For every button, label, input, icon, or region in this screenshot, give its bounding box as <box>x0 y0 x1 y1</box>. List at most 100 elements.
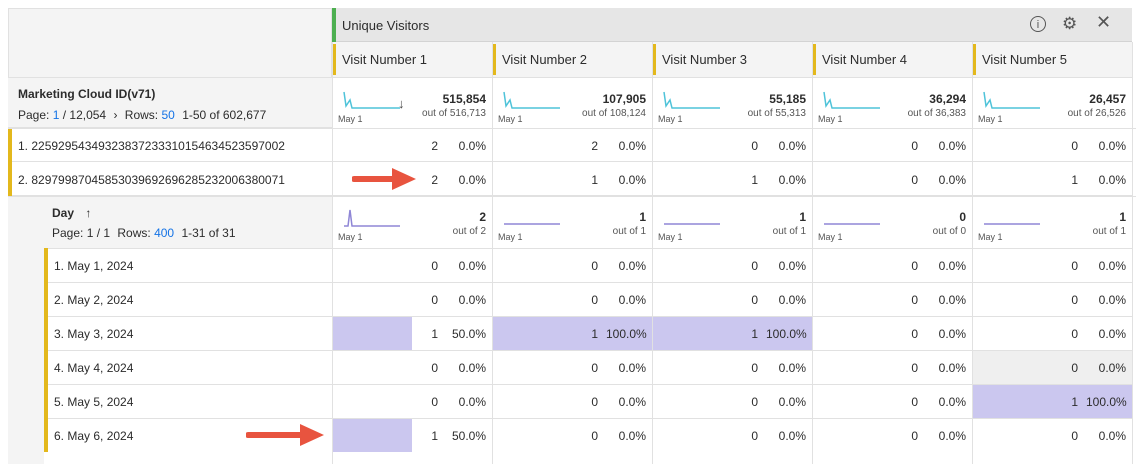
column-header[interactable]: Visit Number 1 <box>332 42 492 78</box>
column-header[interactable]: Visit Number 4 <box>812 42 972 78</box>
spark-date-label: May 1 <box>658 114 683 124</box>
cell-value: 0 <box>1071 429 1078 443</box>
table-row[interactable] <box>44 384 1132 418</box>
row-label[interactable]: 2. 8297998704585303969269628523200638007… <box>18 173 285 187</box>
day-rows-value[interactable]: 400 <box>154 226 175 240</box>
cell-value: 0 <box>911 293 918 307</box>
row-label[interactable]: 1. May 1, 2024 <box>54 259 134 273</box>
cell-value: 0 <box>911 173 918 187</box>
page-current[interactable]: 1 <box>52 108 60 122</box>
spark-date-label: May 1 <box>658 232 683 242</box>
cell-percent: 0.0% <box>778 395 806 409</box>
row-label[interactable]: 3. May 3, 2024 <box>54 327 134 341</box>
metric-total: May 1 515,854 out of 516,713 ↓ <box>332 82 492 124</box>
cell-percent: 0.0% <box>1098 429 1126 443</box>
metric-total: May 1 2 out of 2 <box>332 200 492 242</box>
table-row[interactable] <box>44 282 1132 316</box>
sort-down-icon[interactable]: ↓ <box>398 96 405 111</box>
cell-percent: 0.0% <box>458 361 486 375</box>
metric-total: May 1 1 out of 1 <box>652 200 812 242</box>
cell-percent: 0.0% <box>618 259 646 273</box>
cell-percent: 100.0% <box>766 327 807 341</box>
total-value: 2 <box>479 210 486 224</box>
sparkline <box>983 91 1040 109</box>
total-value: 26,457 <box>1089 92 1126 106</box>
table-row[interactable] <box>44 248 1132 282</box>
cell-value: 0 <box>911 395 918 409</box>
cell-value: 0 <box>911 139 918 153</box>
cell-percent: 0.0% <box>938 327 966 341</box>
spark-date-label: May 1 <box>978 232 1003 242</box>
total-value: 36,294 <box>929 92 966 106</box>
pagination: Page: 1 / 12,054 › Rows: 50 1-50 of 602,… <box>18 108 266 122</box>
column-divider <box>652 42 653 464</box>
chevron-right-icon[interactable]: › <box>113 108 118 122</box>
row-label[interactable]: 2. May 2, 2024 <box>54 293 134 307</box>
sort-up-icon[interactable]: ↑ <box>85 206 92 220</box>
value-highlight <box>492 317 652 350</box>
row-label[interactable]: 4. May 4, 2024 <box>54 361 134 375</box>
cell-percent: 0.0% <box>938 293 966 307</box>
column-header-label: Visit Number 1 <box>342 52 428 67</box>
cell-percent: 0.0% <box>938 361 966 375</box>
rows-value[interactable]: 50 <box>161 108 175 122</box>
metric-color-bar <box>332 8 336 42</box>
gear-icon[interactable]: ⚙ <box>1062 14 1078 33</box>
sparkline <box>984 223 1040 225</box>
table-row[interactable] <box>8 162 1132 196</box>
cell-value: 0 <box>431 259 438 273</box>
column-header[interactable]: Visit Number 3 <box>652 42 812 78</box>
cell-percent: 0.0% <box>778 259 806 273</box>
cell-percent: 0.0% <box>938 395 966 409</box>
table-row[interactable] <box>44 316 1132 350</box>
row-accent <box>44 316 48 350</box>
sparkline <box>824 223 880 225</box>
cell-percent: 50.0% <box>451 327 486 341</box>
cell-percent: 0.0% <box>778 429 806 443</box>
column-header-label: Visit Number 3 <box>662 52 748 67</box>
table-row[interactable] <box>44 418 1132 452</box>
total-out-of: out of 1 <box>772 226 806 237</box>
sparkline <box>343 91 400 109</box>
cell-value: 0 <box>751 139 758 153</box>
sparkline <box>504 223 560 225</box>
table-row[interactable] <box>44 350 1132 384</box>
cell-value: 0 <box>431 361 438 375</box>
sparkline <box>664 223 720 225</box>
table-row[interactable] <box>8 128 1132 162</box>
metric-panel-header: Unique Visitors i ⚙ ✕ <box>332 8 1132 42</box>
cell-percent: 0.0% <box>938 429 966 443</box>
cell-percent: 100.0% <box>1086 395 1127 409</box>
cell-value: 1 <box>591 173 598 187</box>
cell-percent: 0.0% <box>618 361 646 375</box>
annotation-arrow <box>246 424 324 446</box>
column-divider <box>812 42 813 464</box>
column-color-bar <box>972 44 976 75</box>
cell-value: 1 <box>751 173 758 187</box>
cell-value: 0 <box>751 293 758 307</box>
row-label[interactable]: 5. May 5, 2024 <box>54 395 134 409</box>
column-header[interactable]: Visit Number 5 <box>972 42 1132 78</box>
total-out-of: out of 36,383 <box>907 108 966 119</box>
cell-percent: 0.0% <box>618 293 646 307</box>
annotation-arrow <box>352 168 416 190</box>
row-divider <box>8 196 1136 197</box>
cell-percent: 0.0% <box>458 173 486 187</box>
dimension-header: Marketing Cloud ID(v71) Page: 1 / 12,054… <box>8 78 332 128</box>
cell-shade <box>972 351 1132 384</box>
total-value: 55,185 <box>769 92 806 106</box>
cell-percent: 0.0% <box>938 259 966 273</box>
cell-value: 0 <box>751 361 758 375</box>
row-label[interactable]: 1. 225929543493238372333101546345235970​… <box>18 139 285 153</box>
close-icon[interactable]: ✕ <box>1096 12 1112 32</box>
cell-percent: 0.0% <box>458 293 486 307</box>
total-out-of: out of 1 <box>612 226 646 237</box>
cell-percent: 0.0% <box>618 395 646 409</box>
column-header[interactable]: Visit Number 2 <box>492 42 652 78</box>
info-icon[interactable]: i <box>1030 16 1046 32</box>
value-highlight <box>332 317 412 350</box>
row-label[interactable]: 6. May 6, 2024 <box>54 429 134 443</box>
spark-date-label: May 1 <box>338 232 363 242</box>
cell-value: 0 <box>591 259 598 273</box>
rows-label: Rows: <box>124 108 159 122</box>
